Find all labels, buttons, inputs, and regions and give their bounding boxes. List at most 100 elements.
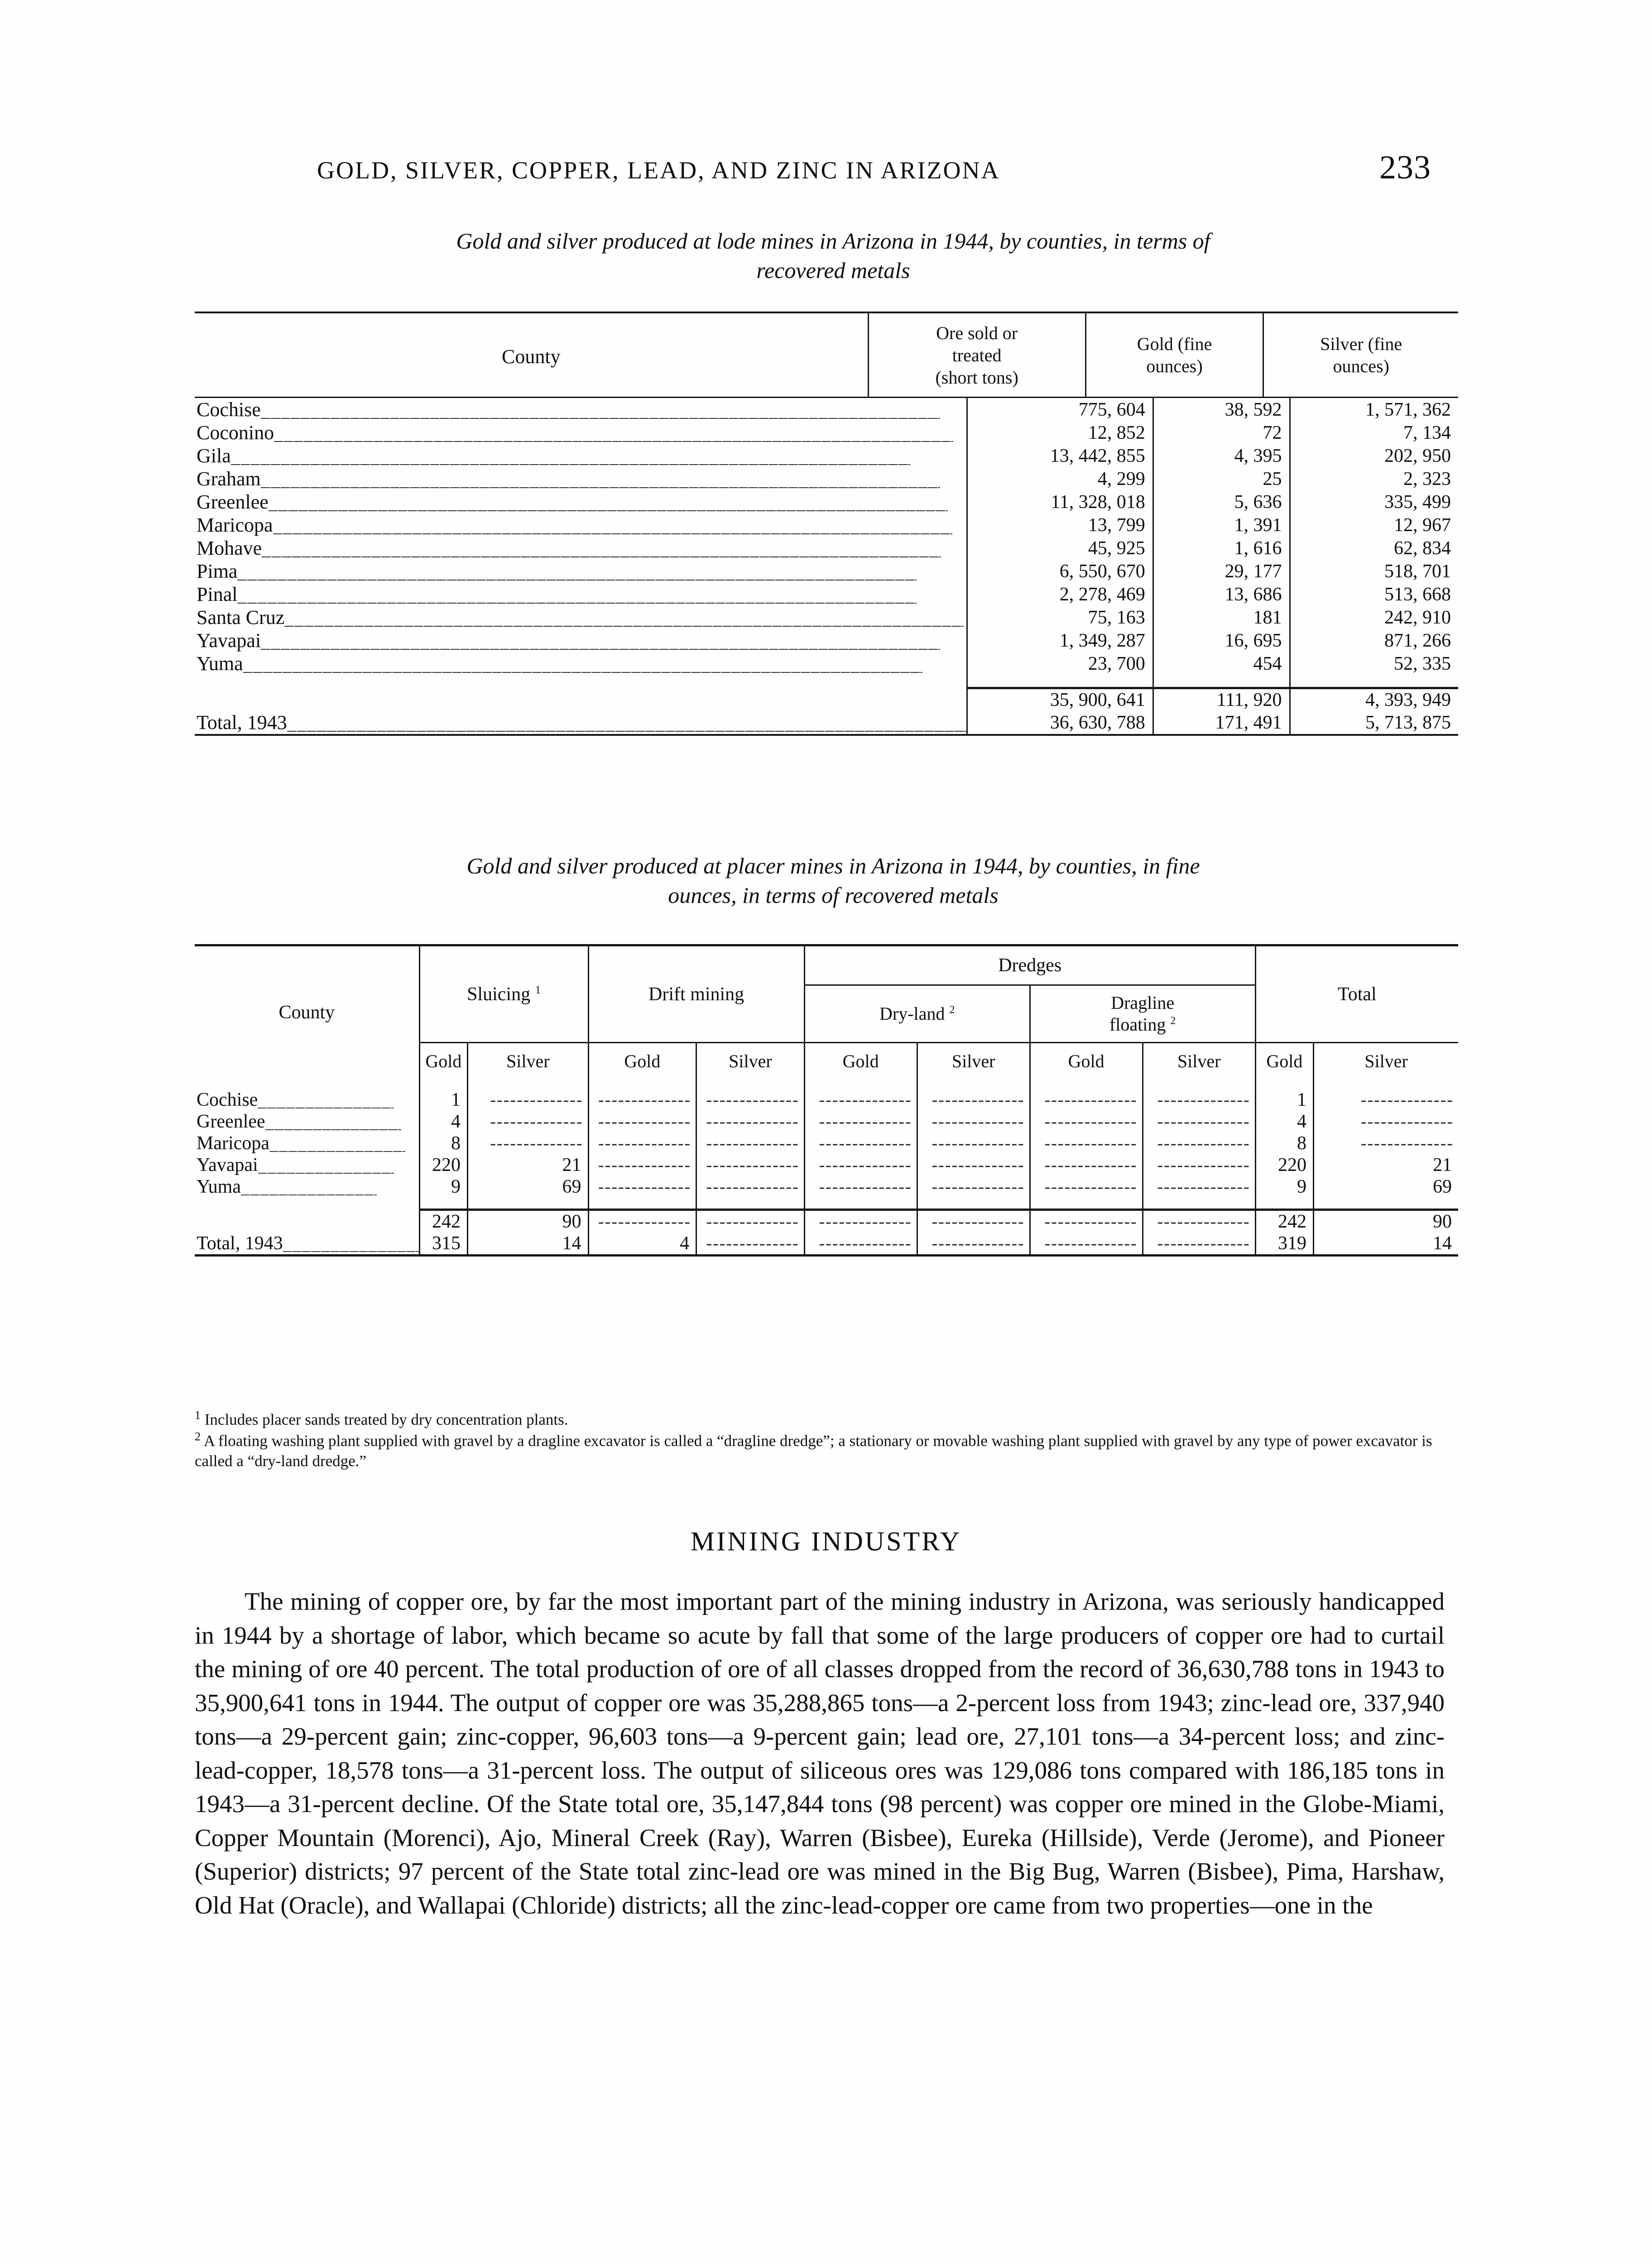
totals-cell-ore: 36, 630, 788 [966, 711, 1153, 734]
spacer-cell [1289, 675, 1458, 688]
cell-gold: 38, 592 [1152, 398, 1290, 422]
placer-header-drift-gold: Gold [587, 1042, 696, 1078]
cell-gold: 13, 686 [1152, 583, 1290, 606]
table-rule-top [195, 312, 1458, 313]
cell-drift-gold: -------------- [587, 1154, 696, 1176]
leader-dots: ________________________________________… [237, 585, 917, 606]
table-row: Cochise_________________________________… [195, 1089, 1458, 1111]
spacer-cell [587, 1078, 696, 1089]
cell-total-gold: 220 [1254, 1154, 1314, 1176]
county-name: Maricopa [197, 1133, 269, 1154]
totals-row: Total, 1943_____________________________… [195, 1233, 1458, 1254]
cell-total-silver: -------------- [1312, 1132, 1458, 1154]
county-name: Yuma [197, 1176, 241, 1197]
cell-drift-gold: -------------- [587, 1111, 696, 1132]
cell-dragline-gold: -------------- [1029, 1111, 1143, 1132]
totals-rule-cell [466, 1209, 589, 1212]
cell-gold: 454 [1152, 652, 1290, 676]
cell-silver: 202, 950 [1289, 444, 1458, 468]
totals-cell-drift-silver: -------------- [696, 1233, 805, 1254]
cell-drift-gold: -------------- [587, 1176, 696, 1198]
footnote-2: 2 A floating washing plant supplied with… [195, 1430, 1432, 1470]
leader-dots: ________________________________________… [287, 713, 966, 734]
cell-ore: 13, 442, 855 [966, 444, 1153, 468]
spacer-cell [195, 675, 967, 688]
cell-ore: 45, 925 [966, 537, 1153, 560]
cell-drift-silver: -------------- [696, 1176, 805, 1198]
header-silver-line-2: ounces) [1333, 356, 1389, 377]
cell-dryland-silver: -------------- [916, 1176, 1030, 1198]
totals-rule-cell [916, 1209, 1030, 1212]
spacer-cell [1312, 1078, 1458, 1089]
row-county-label: Greenlee________________________________… [195, 490, 967, 513]
header-silver-fine-ounces: Silver (fine ounces) [1263, 313, 1458, 397]
cell-dryland-silver: -------------- [916, 1132, 1030, 1154]
row-county-label: Mohave__________________________________… [195, 537, 967, 560]
totals-cell-dragline-silver: -------------- [1142, 1233, 1256, 1254]
totals-rule-cell [1152, 687, 1290, 691]
cell-dragline-silver: -------------- [1142, 1176, 1256, 1198]
cell-gold: 25 [1152, 467, 1290, 491]
county-name: Cochise [197, 1089, 258, 1110]
table-rule-under-header [195, 397, 1458, 398]
table-row: Greenlee________________________________… [195, 490, 1458, 514]
totals-cell-total-silver: 90 [1312, 1211, 1458, 1233]
totals-cell-gold: 111, 920 [1152, 689, 1290, 711]
header-gold-fine-ounces: Gold (fine ounces) [1085, 313, 1263, 397]
placer-header-sluicing-gold: Gold [418, 1042, 468, 1078]
table-row: Santa Cruz______________________________… [195, 606, 1458, 629]
placer-header-row-2: Dry-land 2 Dragline floating 2 [195, 984, 1458, 1043]
cell-dragline-gold: -------------- [1029, 1176, 1143, 1198]
totals-rule-row [195, 687, 1458, 691]
lode-caption-line-2: recovered metals [756, 258, 910, 283]
spacer-cell [966, 675, 1153, 688]
totals-rule-row [195, 1209, 1458, 1212]
placer-header-sluicing-label: Sluicing 1 [467, 983, 541, 1005]
spacer-cell [466, 1078, 589, 1089]
placer-rule-top [195, 944, 1458, 946]
table-row: Yavapai_________________________________… [195, 629, 1458, 652]
placer-header-dryland-gold: Gold [803, 1042, 917, 1078]
totals-cell-drift-gold: 4 [587, 1233, 696, 1254]
table-row: Mohave__________________________________… [195, 537, 1458, 560]
leader-dots: ________________________________________… [237, 562, 917, 583]
cell-total-gold: 1 [1254, 1089, 1314, 1111]
placer-header-row-1: County Sluicing 1 Drift mining Dredges T… [195, 946, 1458, 1043]
totals-cell-drift-silver: -------------- [696, 1211, 805, 1233]
row-county-label: Santa Cruz______________________________… [195, 606, 967, 629]
totals-label [195, 1211, 419, 1233]
placer-header-county: County [279, 1002, 335, 1023]
cell-silver: 1, 571, 362 [1289, 398, 1458, 422]
running-head: GOLD, SILVER, COPPER, LEAD, AND ZINC IN … [317, 149, 1431, 187]
row-county-label: Yavapai_________________________________… [195, 629, 967, 652]
header-county: County [502, 345, 561, 368]
header-gold-line-1: Gold (fine [1137, 334, 1212, 355]
lode-table-caption: Gold and silver produced at lode mines i… [181, 226, 1485, 285]
cell-ore: 775, 604 [966, 398, 1153, 422]
header-ore-line-1: Ore sold or [936, 323, 1018, 343]
row-county-label: Yavapai_________________________________… [195, 1154, 419, 1176]
totals-rule-cell [1289, 687, 1458, 691]
cell-silver: 513, 668 [1289, 583, 1458, 606]
table-row: Pima____________________________________… [195, 560, 1458, 583]
county-name: Graham [197, 468, 261, 490]
county-name: Yuma [197, 652, 243, 675]
county-name: Yavapai [197, 629, 261, 652]
row-county-label: Maricopa________________________________… [195, 1132, 419, 1154]
cell-silver: 52, 335 [1289, 652, 1458, 676]
header-silver-line-1: Silver (fine [1320, 334, 1402, 355]
cell-drift-silver: -------------- [696, 1089, 805, 1111]
cell-total-silver: 69 [1312, 1176, 1458, 1198]
spacer-cell [696, 1198, 805, 1210]
county-name: Pinal [197, 583, 238, 606]
spacer-cell [1254, 1078, 1314, 1089]
totals-rule-cell [1142, 1209, 1256, 1212]
spacer-cell [1029, 1078, 1143, 1089]
totals-rule-cell [1029, 1209, 1143, 1212]
county-name: Yavapai [197, 1155, 258, 1175]
cell-sluicing-gold: 4 [418, 1111, 468, 1132]
row-county-label: Greenlee________________________________… [195, 1111, 419, 1132]
totals-name: Total, 1943 [197, 711, 287, 734]
placer-caption-line-2: ounces, in terms of recovered metals [668, 883, 999, 908]
row-county-label: Coconino________________________________… [195, 421, 967, 444]
